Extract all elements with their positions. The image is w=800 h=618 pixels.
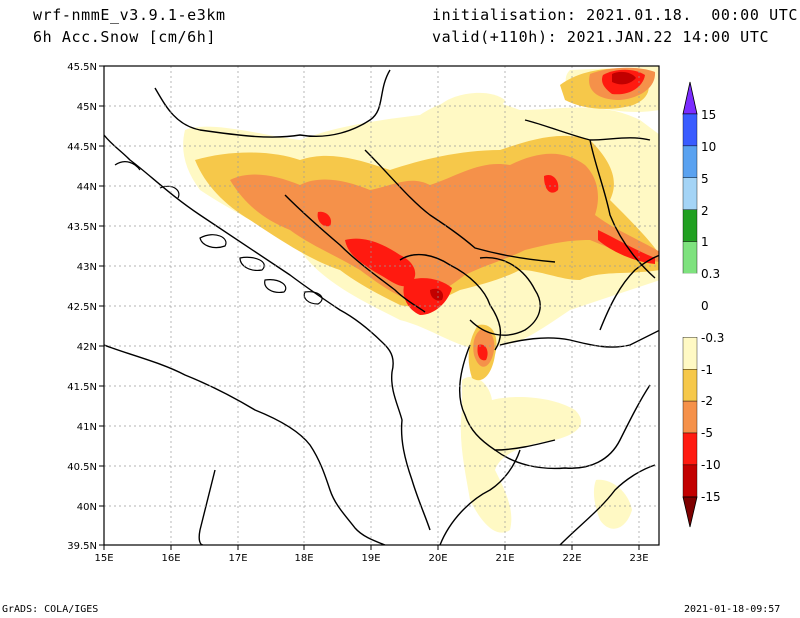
- colorbar-box: [682, 113, 698, 147]
- colorbar-label: 5: [701, 172, 709, 186]
- lon-label: 22E: [562, 553, 581, 564]
- snow-area-extreme-2: [430, 288, 444, 301]
- island-3: [199, 234, 227, 249]
- longitude-labels: 15E 16E 17E 18E 19E 20E 21E 22E 23E: [94, 553, 648, 564]
- colorbar-box: [682, 241, 698, 274]
- lon-label: 17E: [228, 553, 247, 564]
- render-timestamp: 2021-01-18-09:57: [684, 604, 781, 615]
- colorbar-box: [682, 400, 698, 434]
- colorbar-label: -2: [701, 394, 713, 408]
- island-6: [303, 291, 323, 305]
- romania-border: [524, 119, 651, 141]
- greece-border: [494, 384, 651, 470]
- colorbar-label: -10: [701, 458, 721, 472]
- island-2: [159, 185, 180, 199]
- island-1: [114, 161, 141, 171]
- colorbar-label: 0: [701, 299, 709, 313]
- lat-label: 44N: [77, 182, 97, 193]
- colorbar-top-arrow: [682, 81, 698, 115]
- adriatic-coastline: [104, 134, 431, 531]
- lat-label: 39.5N: [67, 541, 97, 552]
- lat-label: 42.5N: [67, 302, 97, 313]
- montenegro-border: [399, 253, 502, 351]
- lat-label: 40N: [77, 502, 97, 513]
- snow-area-intense: [345, 238, 416, 287]
- lat-label: 40.5N: [67, 462, 97, 473]
- snow-area-intense-6: [477, 344, 488, 361]
- bulgaria-border: [589, 139, 656, 279]
- bosnia-border: [284, 194, 426, 313]
- lat-label: 45N: [77, 102, 97, 113]
- lon-label: 23E: [629, 553, 648, 564]
- colorbar-box: [682, 305, 698, 338]
- snow-field: [183, 66, 659, 533]
- greece-coast-west: [439, 449, 521, 545]
- island-5: [264, 279, 287, 293]
- colorbar-label: 10: [701, 140, 716, 154]
- snow-area-light-3: [460, 376, 582, 533]
- colorbar-box: [682, 337, 698, 370]
- lat-label: 43.5N: [67, 222, 97, 233]
- colorbar-box: [682, 369, 698, 402]
- colorbar-label: -5: [701, 426, 713, 440]
- colorbar-label: 1: [701, 235, 709, 249]
- grads-credit: GrADS: COLA/IGES: [2, 604, 99, 615]
- lon-label: 16E: [161, 553, 180, 564]
- colorbar-label: -0.3: [701, 331, 724, 345]
- islands: [114, 161, 323, 305]
- colorbar: 15 10 5 2 1 0.3 0 -0.3 -1 -2 -5 -10 -15: [682, 81, 724, 528]
- valid-time: valid(+110h): 2021.JAN.22 14:00 UTC: [432, 28, 770, 46]
- initialisation-time: initialisation: 2021.01.18. 00:00 UTC: [432, 6, 798, 24]
- lat-label: 45.5N: [67, 62, 97, 73]
- snow-area-light-5: [593, 479, 632, 529]
- colorbar-label: 15: [701, 108, 716, 122]
- snow-area-intense-5: [544, 174, 559, 193]
- colorbar-box: [682, 273, 698, 306]
- albania-border: [458, 344, 556, 451]
- lon-label: 15E: [94, 553, 113, 564]
- colorbar-label: -1: [701, 363, 713, 377]
- snow-area-light-4: [440, 92, 505, 117]
- kosovo-border: [469, 256, 541, 336]
- bulgaria-border-2: [599, 254, 659, 331]
- lat-label: 41N: [77, 422, 97, 433]
- lon-label: 20E: [428, 553, 447, 564]
- lon-label: 19E: [361, 553, 380, 564]
- model-name: wrf-nmmE_v3.9.1-e3km: [33, 6, 226, 24]
- field-name: 6h Acc.Snow [cm/6h]: [33, 28, 216, 46]
- colorbar-label: 2: [701, 204, 709, 218]
- croatia-border: [154, 69, 391, 138]
- island-4: [239, 256, 265, 271]
- geography-lines: [104, 69, 659, 545]
- axis-ticks: [99, 65, 640, 550]
- snow-area-intense-7: [317, 211, 332, 227]
- snow-area-extreme: [612, 71, 636, 85]
- colorbar-label: 0.3: [701, 267, 720, 281]
- lat-label: 43N: [77, 262, 97, 273]
- macedonia-border: [499, 329, 659, 348]
- colorbar-box: [682, 145, 698, 178]
- colorbar-bottom-arrow: [682, 496, 698, 528]
- lat-label: 44.5N: [67, 142, 97, 153]
- colorbar-box: [682, 464, 698, 497]
- latitude-labels: 45.5N 45N 44.5N 44N 43.5N 43N 42.5N 42N …: [67, 62, 97, 552]
- lon-label: 18E: [294, 553, 313, 564]
- colorbar-box: [682, 209, 698, 242]
- italy-coastline: [104, 344, 386, 545]
- colorbar-box: [682, 432, 698, 466]
- italy-heel: [198, 469, 216, 545]
- colorbar-box: [682, 177, 698, 210]
- greece-coast-north: [559, 464, 656, 545]
- colorbar-label: -15: [701, 490, 721, 504]
- lon-label: 21E: [495, 553, 514, 564]
- lat-label: 42N: [77, 342, 97, 353]
- serbia-border: [364, 149, 556, 263]
- lat-label: 41.5N: [67, 382, 97, 393]
